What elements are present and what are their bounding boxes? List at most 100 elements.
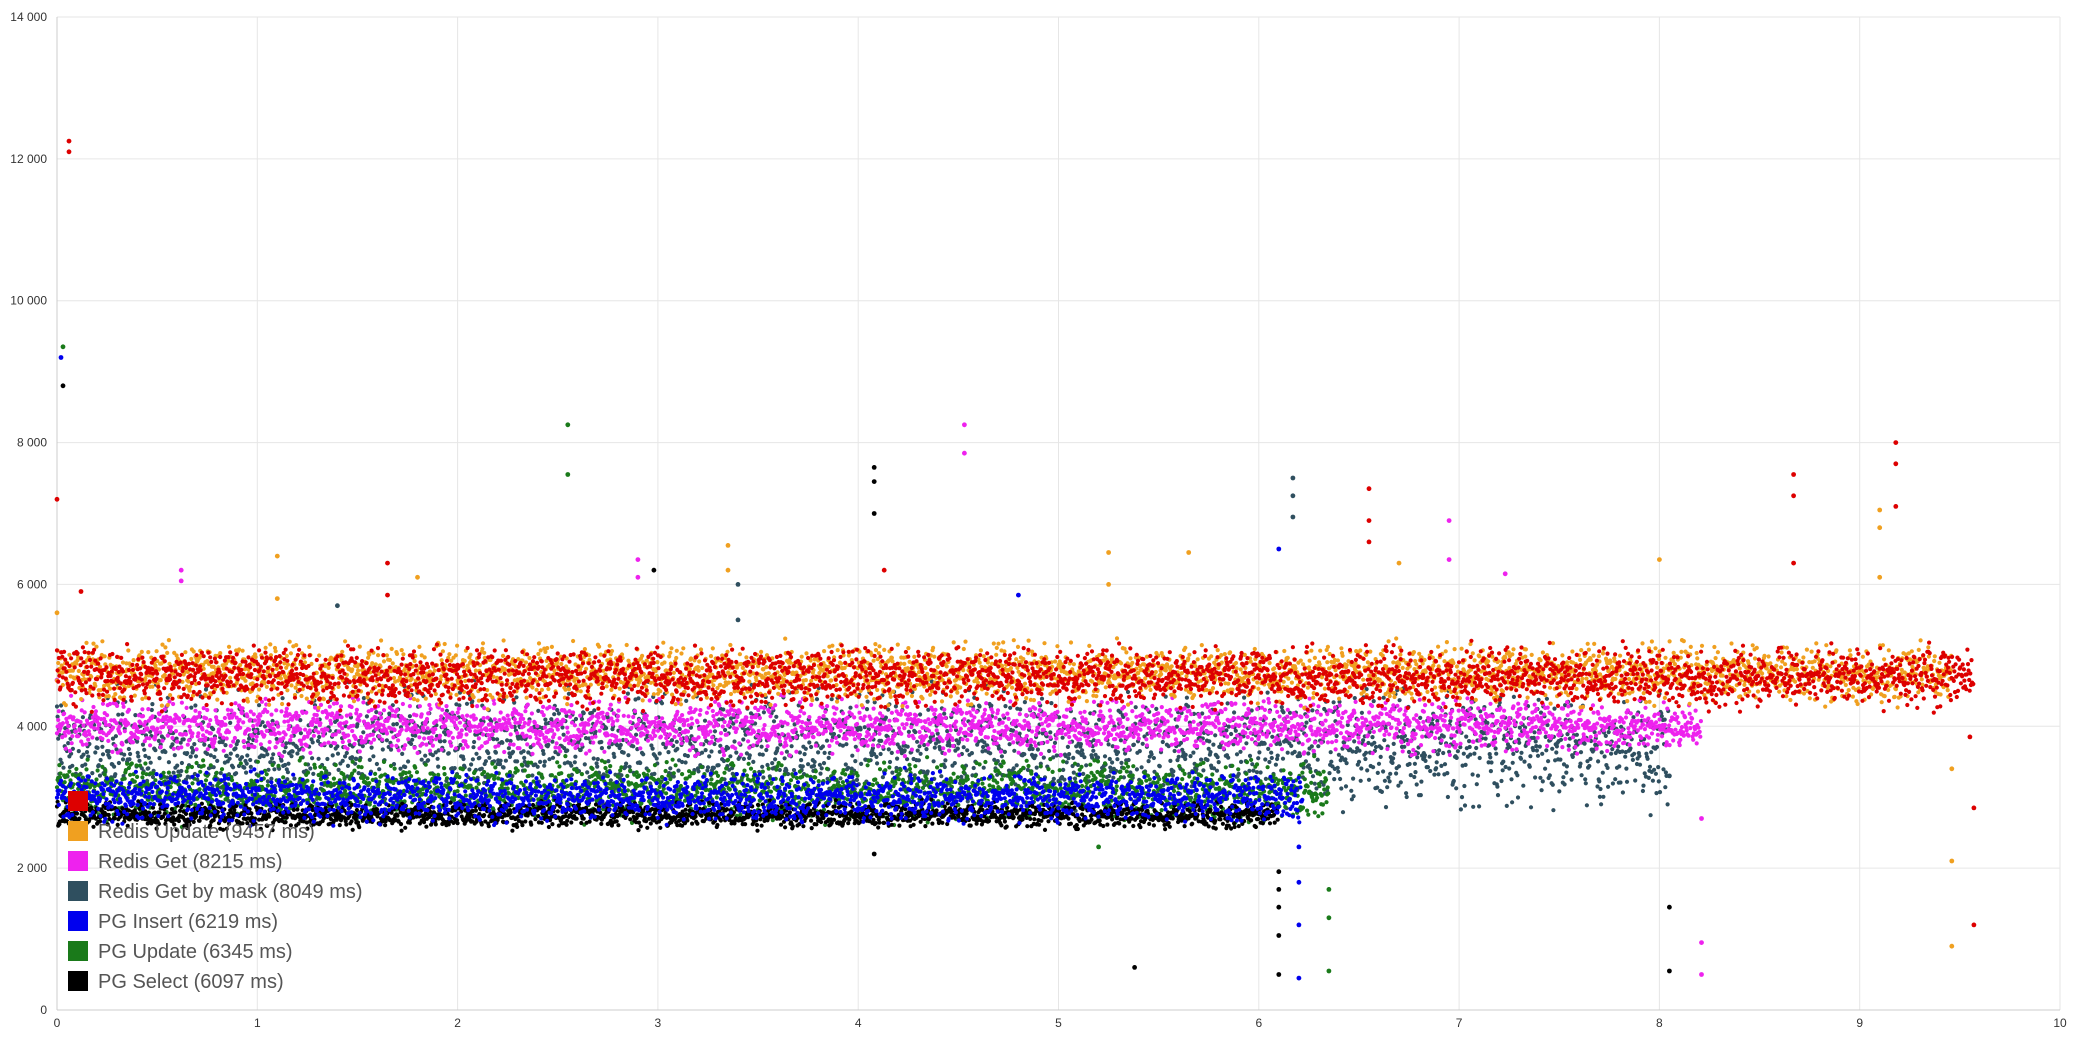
data-point (1084, 780, 1089, 786)
data-point (1154, 706, 1159, 712)
data-point (1030, 746, 1035, 752)
data-point (1039, 696, 1045, 701)
data-point (684, 698, 689, 704)
data-point (1534, 748, 1539, 753)
data-point (1418, 715, 1423, 721)
data-point (374, 710, 379, 715)
data-point (1630, 757, 1635, 763)
data-point (122, 752, 127, 757)
data-point (1407, 761, 1412, 767)
data-point (924, 776, 929, 781)
data-point (336, 767, 341, 773)
data-point (850, 753, 855, 758)
data-point (305, 778, 310, 783)
data-point (1599, 750, 1604, 755)
outlier-point (1326, 915, 1332, 921)
data-point (457, 703, 462, 708)
data-point (1258, 770, 1263, 775)
y-tick-label: 6 000 (17, 577, 47, 591)
data-point (769, 780, 774, 785)
data-point (1546, 759, 1551, 764)
data-point (961, 770, 966, 775)
data-point (129, 761, 134, 766)
data-point (345, 763, 351, 769)
data-point (562, 746, 567, 751)
data-point (317, 796, 322, 801)
data-point (1531, 735, 1536, 741)
data-point (1645, 756, 1650, 761)
data-point (1071, 770, 1076, 775)
data-point (1002, 749, 1008, 755)
data-point (1081, 771, 1086, 777)
data-point (788, 778, 794, 783)
data-point (625, 691, 631, 696)
data-point (948, 776, 953, 781)
data-point (784, 749, 790, 754)
data-point (1375, 770, 1380, 776)
data-point (265, 779, 270, 784)
data-point (477, 755, 482, 760)
data-point (962, 766, 967, 771)
data-point (628, 768, 633, 773)
data-point (430, 753, 435, 758)
data-point (575, 769, 580, 775)
data-point (552, 712, 557, 717)
data-point (298, 731, 303, 736)
data-point (1160, 739, 1165, 745)
data-point (340, 758, 345, 764)
data-point (1007, 742, 1012, 747)
data-point (303, 762, 308, 767)
data-point (235, 739, 240, 744)
data-point (606, 759, 611, 764)
data-point (859, 761, 864, 767)
data-point (665, 780, 670, 785)
data-point (1419, 779, 1424, 784)
data-point (1257, 750, 1262, 755)
data-point (457, 775, 462, 780)
data-point (414, 770, 420, 775)
data-point (1269, 755, 1274, 761)
data-point (122, 776, 127, 781)
data-point (1014, 763, 1019, 768)
data-point (495, 737, 500, 742)
data-point (1305, 784, 1310, 789)
data-point (999, 754, 1005, 759)
data-point (426, 758, 431, 763)
data-point (1057, 768, 1062, 773)
data-point (474, 751, 479, 756)
data-point (95, 745, 100, 751)
data-point (235, 753, 240, 758)
data-point (1344, 761, 1349, 766)
data-point (93, 750, 98, 755)
data-point (1082, 755, 1087, 760)
data-point (841, 768, 846, 773)
data-point (895, 756, 900, 761)
data-point (1434, 760, 1439, 765)
data-point (782, 756, 787, 761)
data-point (331, 776, 336, 781)
data-point (322, 766, 327, 771)
data-point (507, 754, 513, 760)
data-point (618, 742, 623, 748)
data-point (290, 749, 295, 754)
data-point (95, 736, 100, 741)
data-point (696, 769, 701, 774)
data-point (657, 751, 662, 756)
data-point (865, 763, 870, 768)
data-point (354, 756, 359, 762)
data-point (1388, 771, 1393, 776)
data-point (134, 763, 139, 768)
data-point (1125, 764, 1131, 769)
data-point (371, 754, 376, 759)
data-point (515, 759, 520, 764)
data-point (1114, 784, 1119, 789)
data-point (1501, 759, 1506, 764)
data-point (1394, 771, 1399, 776)
data-point (1266, 746, 1271, 752)
x-tick-label: 0 (54, 1016, 61, 1030)
data-point (1467, 744, 1472, 750)
data-point (820, 744, 826, 749)
data-point (114, 747, 119, 752)
data-point (100, 744, 105, 749)
data-point (1641, 783, 1646, 788)
